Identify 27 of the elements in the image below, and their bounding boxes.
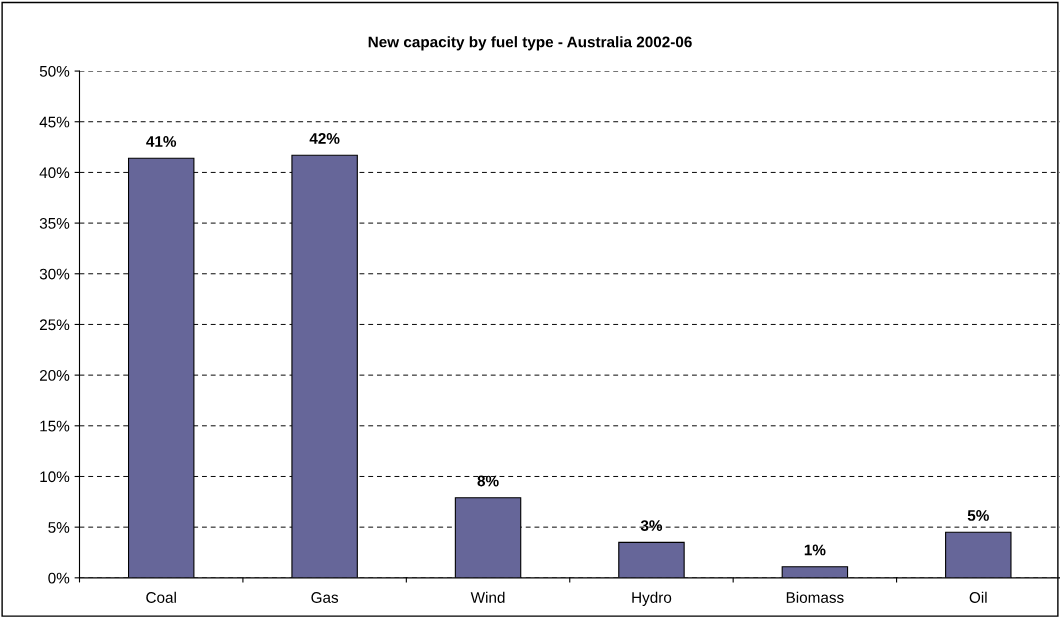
y-tick-label: 30% [39,268,70,280]
x-tick-label: Coal [146,591,176,603]
chart-title: New capacity by fuel type - Australia 2002-06 [368,36,692,51]
bar [781,566,849,578]
y-tick-label: 20% [39,369,70,381]
x-tick-label: Biomass [786,591,844,603]
data-label: 42% [309,133,340,144]
y-tick-label: 45% [39,116,70,128]
x-tick-label: Hydro [632,591,672,606]
x-tick-label: Oil [969,591,987,603]
data-label: 5% [967,510,989,521]
y-tick-label: 40% [39,167,70,179]
x-tick-label: Gas [311,592,339,603]
data-label: 8% [477,475,499,487]
y-tick-label: 15% [40,420,70,432]
data-label: 1% [804,544,826,556]
y-tick-label: 50% [39,65,70,77]
y-tick-label: 0% [48,572,70,584]
y-tick-label: 5% [48,522,70,533]
data-label: 41% [146,136,177,147]
y-tick-label: 10% [40,471,70,483]
y-tick-label: 25% [39,319,70,331]
y-tick-label: 35% [39,217,70,229]
bar [945,531,1012,578]
data-label: 3% [640,520,663,532]
bar [618,541,685,578]
x-tick-label: Wind [470,591,505,603]
